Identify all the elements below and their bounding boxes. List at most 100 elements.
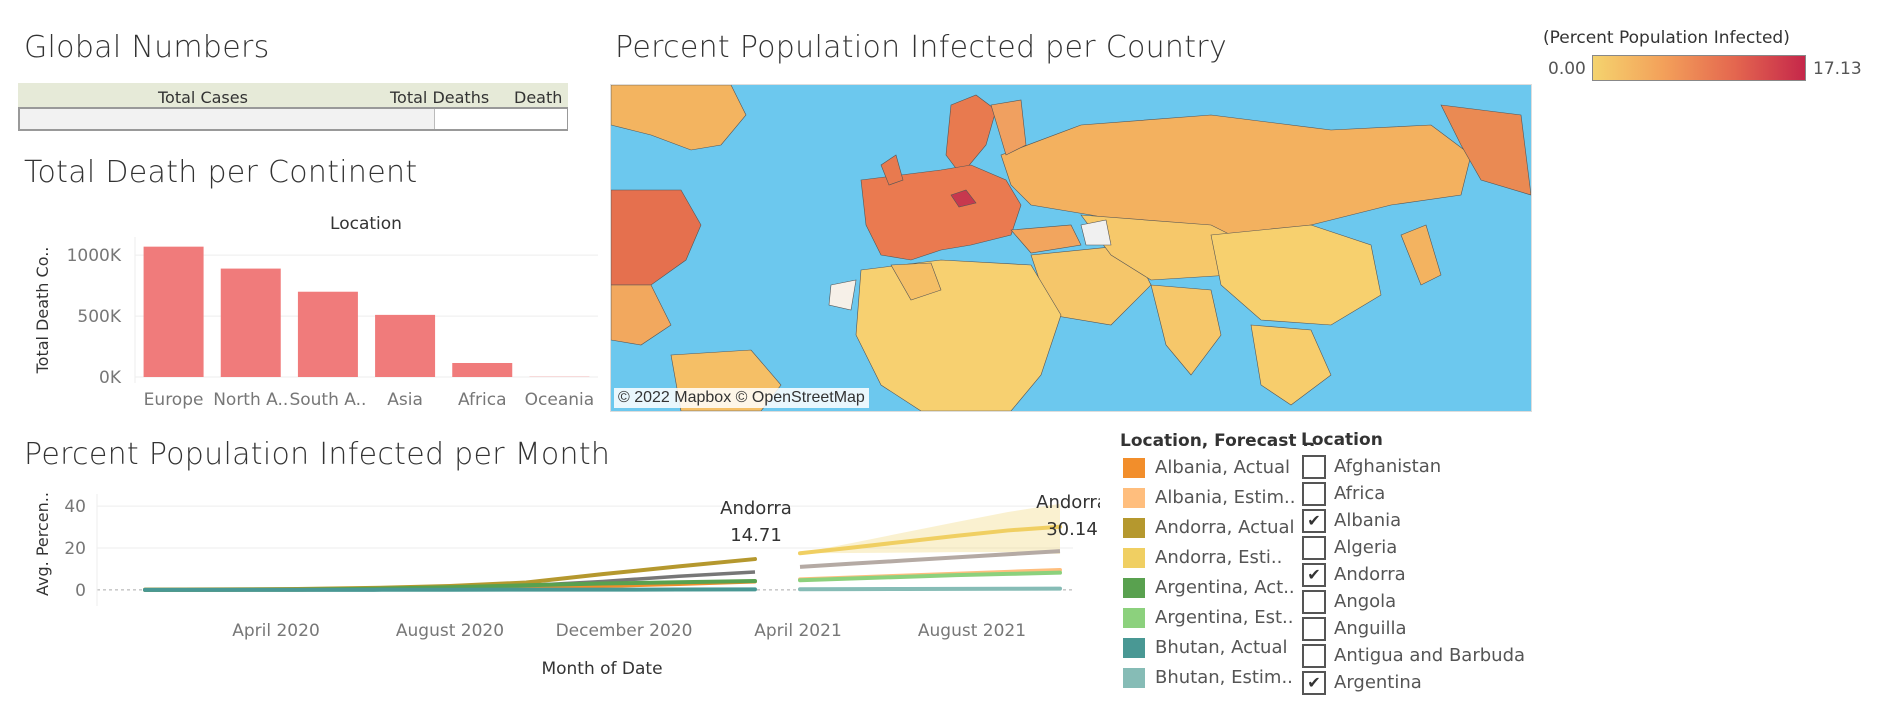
death-header: Death <box>514 88 563 107</box>
legend-label: Albania, Estim.. <box>1155 487 1296 508</box>
forecast-legend-title: Location, Forecast .. <box>1120 431 1316 451</box>
bar-y-axis-label: Total Death Co.. <box>33 247 52 375</box>
location-filter-item[interactable]: Anguilla <box>1302 617 1407 643</box>
china-region[interactable] <box>1210 224 1382 326</box>
map-attribution[interactable]: © 2022 Mapbox © OpenStreetMap <box>614 388 869 408</box>
canada-region[interactable] <box>611 85 747 151</box>
legend-label: Argentina, Est.. <box>1155 607 1294 628</box>
map-canvas <box>611 85 1531 411</box>
western-sahara-region[interactable] <box>828 279 857 311</box>
location-label: Angola <box>1334 591 1397 612</box>
global-numbers-header: Total Cases Total Deaths Death <box>18 83 568 107</box>
czechia-region[interactable] <box>950 189 977 208</box>
global-numbers-cell <box>434 109 567 129</box>
global-numbers-title: Global Numbers <box>24 30 270 65</box>
checkbox[interactable] <box>1302 482 1326 506</box>
location-label: Afghanistan <box>1334 456 1442 477</box>
north-africa-region[interactable] <box>890 262 942 301</box>
andorra-forecast-band <box>800 503 1060 554</box>
bar-x-tick-label: Africa <box>458 390 507 410</box>
legend-label: Albania, Actual <box>1155 457 1291 478</box>
india-region[interactable] <box>1150 284 1222 376</box>
gray-estimate-line[interactable] <box>799 549 1061 569</box>
bar-europe[interactable] <box>143 246 204 377</box>
finland-region[interactable] <box>990 99 1027 156</box>
bar-north-a-[interactable] <box>220 268 281 377</box>
bar-x-tick-label: North A.. <box>213 390 288 410</box>
japan-region[interactable] <box>1400 224 1442 286</box>
location-filter-item[interactable]: Angola <box>1302 590 1396 616</box>
series-line-bhutan-estim-[interactable] <box>798 586 1062 592</box>
europe-region[interactable] <box>860 164 1022 261</box>
mexico-region[interactable] <box>611 284 672 346</box>
checkbox[interactable]: ✔ <box>1302 563 1326 587</box>
checkbox[interactable] <box>1302 617 1326 641</box>
legend-swatch <box>1123 488 1145 508</box>
location-filter-item[interactable]: Algeria <box>1302 536 1397 562</box>
checkbox[interactable]: ✔ <box>1302 509 1326 533</box>
world-map[interactable]: © 2022 Mapbox © OpenStreetMap <box>610 84 1532 412</box>
usa-region[interactable] <box>611 189 702 286</box>
forecast-legend-item[interactable]: Andorra, Actual <box>1123 517 1295 543</box>
forecast-legend-item[interactable]: Andorra, Esti.. <box>1123 547 1282 573</box>
location-label: Antigua and Barbuda <box>1334 645 1526 666</box>
month-chart-title: Percent Population Infected per Month <box>24 437 611 472</box>
far-east-region[interactable] <box>1440 104 1531 196</box>
checkbox[interactable] <box>1302 536 1326 560</box>
map-legend-title: (Percent Population Infected) <box>1543 28 1790 48</box>
location-label: Algeria <box>1334 537 1398 558</box>
legend-label: Bhutan, Actual <box>1155 637 1288 658</box>
series-line-andorra-estim-[interactable] <box>798 524 1062 556</box>
line-x-tick-label: August 2021 <box>918 621 1026 641</box>
turkmenistan-region[interactable] <box>1080 219 1112 246</box>
bar-y-tick-label: 500K <box>77 307 121 327</box>
checkbox[interactable]: ✔ <box>1302 671 1326 695</box>
legend-label: Andorra, Actual <box>1155 517 1295 538</box>
infected-per-month-chart: Avg. Percen.. 40 20 0 April 2020 August 2020 D… <box>33 492 1100 679</box>
location-label: Andorra <box>1334 564 1406 585</box>
line-x-tick-label: April 2020 <box>232 621 320 641</box>
location-filter-item[interactable]: Africa <box>1302 482 1385 508</box>
legend-label: Argentina, Act.. <box>1155 577 1295 598</box>
russia-region[interactable] <box>1000 114 1472 236</box>
forecast-legend-item[interactable]: Argentina, Act.. <box>1123 577 1295 603</box>
map-legend-gradient <box>1592 55 1806 81</box>
annotation-value: 14.71 <box>730 525 782 546</box>
forecast-legend-item[interactable]: Argentina, Est.. <box>1123 607 1294 633</box>
legend-swatch <box>1123 608 1145 628</box>
scandinavia-region[interactable] <box>945 94 997 176</box>
line-x-tick-label: December 2020 <box>556 621 693 641</box>
death-per-continent-chart: Location Total Death Co.. 1000K 500K 0K Europ… <box>33 214 598 410</box>
uk-region[interactable] <box>880 154 904 186</box>
total-deaths-header: Total Deaths <box>390 88 490 107</box>
bar-africa[interactable] <box>452 362 513 377</box>
legend-swatch <box>1123 518 1145 538</box>
checkbox[interactable] <box>1302 644 1326 668</box>
location-filter-item[interactable]: Antigua and Barbuda <box>1302 644 1525 670</box>
line-y-tick-label: 0 <box>75 581 86 601</box>
continent-chart-title: Total Death per Continent <box>24 155 418 190</box>
checkbox[interactable] <box>1302 590 1326 614</box>
africa-region[interactable] <box>855 259 1062 411</box>
annotation-label: Andorra <box>1036 492 1100 513</box>
turkey-region[interactable] <box>1010 224 1082 254</box>
global-numbers-row[interactable] <box>18 107 568 131</box>
forecast-legend-item[interactable]: Albania, Actual <box>1123 457 1290 483</box>
southeast-asia-region[interactable] <box>1250 324 1332 406</box>
forecast-legend-item[interactable]: Bhutan, Estim.. <box>1123 667 1293 693</box>
location-filter-item[interactable]: ✔ Albania <box>1302 509 1401 535</box>
forecast-legend-item[interactable]: Albania, Estim.. <box>1123 487 1295 513</box>
location-filter-item[interactable]: ✔ Argentina <box>1302 671 1422 697</box>
location-filter-item[interactable]: Afghanistan <box>1302 455 1441 481</box>
bar-south-a-[interactable] <box>297 291 358 377</box>
series-line-argentina-est-[interactable] <box>798 570 1062 583</box>
location-label: Anguilla <box>1334 618 1407 639</box>
location-filter-item[interactable]: ✔ Andorra <box>1302 563 1406 589</box>
annotation-label: Andorra <box>720 498 792 519</box>
map-legend-max: 17.13 <box>1813 59 1862 79</box>
bar-asia[interactable] <box>375 314 436 377</box>
checkbox[interactable] <box>1302 455 1326 479</box>
location-filter-title: Location <box>1301 430 1383 450</box>
forecast-legend-item[interactable]: Bhutan, Actual <box>1123 637 1288 663</box>
location-label: Africa <box>1334 483 1386 504</box>
